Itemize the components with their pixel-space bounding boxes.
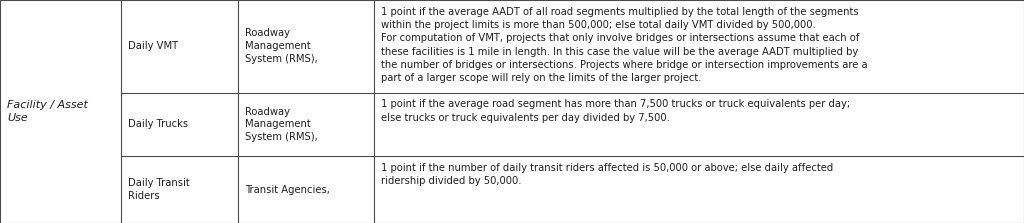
Text: 1 point if the average road segment has more than 7,500 trucks or truck equivale: 1 point if the average road segment has … [381,99,850,123]
Text: Transit Agencies,: Transit Agencies, [245,185,330,194]
Text: Daily Trucks: Daily Trucks [128,119,188,129]
Text: Roadway
Management
System (RMS),: Roadway Management System (RMS), [245,29,317,64]
Text: Facility / Asset
Use: Facility / Asset Use [7,100,88,123]
Text: 1 point if the number of daily transit riders affected is 50,000 or above; else : 1 point if the number of daily transit r… [381,163,834,186]
Text: Daily Transit
Riders: Daily Transit Riders [128,178,189,201]
Text: Roadway
Management
System (RMS),: Roadway Management System (RMS), [245,107,317,142]
Text: Daily VMT: Daily VMT [128,41,178,51]
Text: 1 point if the average AADT of all road segments multiplied by the total length : 1 point if the average AADT of all road … [381,7,867,83]
